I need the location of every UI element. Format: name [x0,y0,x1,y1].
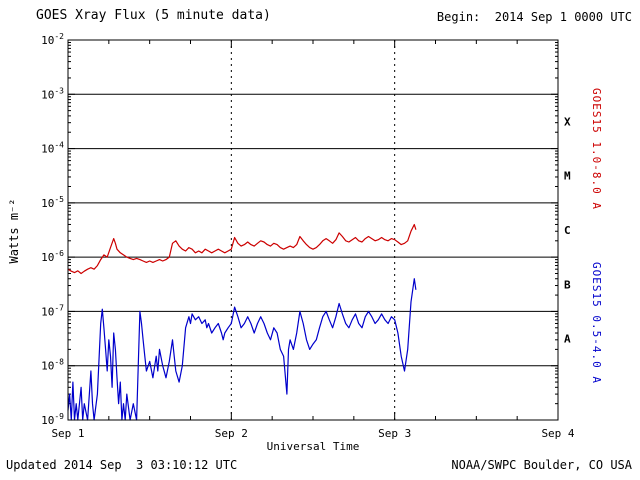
svg-text:Sep 1: Sep 1 [51,427,84,440]
svg-text:10-6: 10-6 [41,249,64,264]
plot-title: GOES Xray Flux (5 minute data) [36,8,271,23]
legend-goes15-short-channel: GOES15 0.5-4.0 A [590,262,603,384]
updated-timestamp: Updated 2014 Sep 3 03:10:12 UTC [6,458,238,472]
x-tick-labels: Sep 1 Sep 2 Sep 3 Sep 4 [51,427,574,440]
svg-text:C: C [564,224,571,237]
svg-text:Sep 3: Sep 3 [378,427,411,440]
series-goes15-long [67,223,417,275]
y-axis-label: Watts m⁻² [7,198,21,264]
svg-text:10-4: 10-4 [41,141,64,156]
svg-text:B: B [564,278,571,291]
x-axis-label: Universal Time [266,440,360,453]
svg-text:A: A [564,333,571,346]
svg-text:X: X [564,115,571,128]
svg-text:10-5: 10-5 [41,195,64,210]
y-tick-labels: 10-2 10-3 10-4 10-5 10-6 10-7 10-8 10-9 [41,32,64,427]
svg-text:10-7: 10-7 [41,303,64,318]
axis-ticks [67,39,559,421]
plot-frame [67,39,559,421]
day-boundary-lines [230,40,396,420]
svg-text:10-9: 10-9 [41,412,64,427]
flare-class-labels: X M C B A [564,115,571,345]
svg-text:10-3: 10-3 [41,86,64,101]
svg-text:Sep 2: Sep 2 [215,427,248,440]
source-attribution: NOAA/SWPC Boulder, CO USA [451,458,632,472]
legend-goes15-long-channel: GOES15 1.0-8.0 A [590,88,603,210]
begin-time-label: Begin: 2014 Sep 1 0000 UTC [436,10,632,24]
svg-text:10-2: 10-2 [41,32,64,47]
series-goes15-short [67,278,417,421]
svg-text:10-8: 10-8 [41,358,64,373]
svg-text:M: M [564,170,571,183]
decade-gridlines [68,93,558,367]
svg-text:Sep 4: Sep 4 [541,427,574,440]
